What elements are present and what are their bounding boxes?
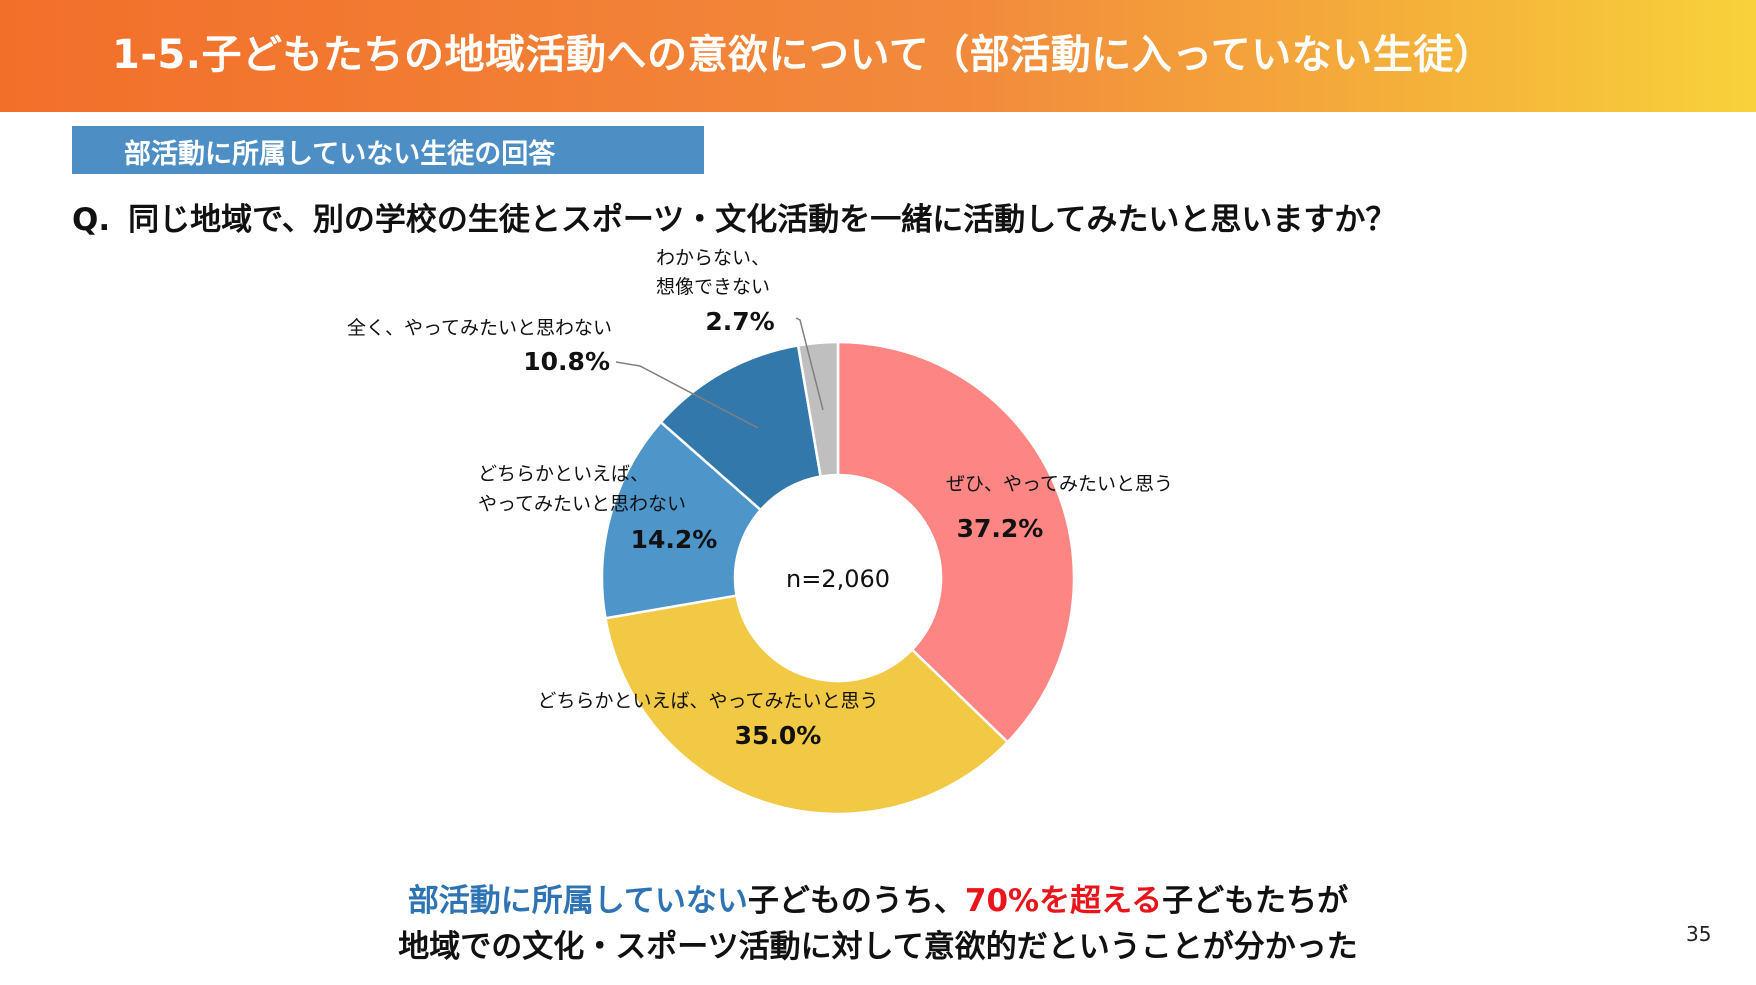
slice-label-4: 全く、やってみたいと思わない bbox=[347, 317, 612, 339]
slice-pct-3: 14.2% bbox=[631, 525, 718, 554]
conclusion-line-1: 部活動に所属していない子どものうち、70%を超える子どもたちが bbox=[0, 875, 1756, 920]
donut-chart: ぜひ、やってみたいと思う 37.2% どちらかといえば、やってみたいと思う 35.0%… bbox=[347, 247, 1173, 816]
donut-slice-2 bbox=[604, 594, 1010, 816]
slice-label-3: どちらかといえば、 bbox=[478, 463, 649, 485]
center-sample-size: n=2,060 bbox=[786, 565, 890, 593]
slice-pct-1: 37.2% bbox=[957, 514, 1044, 543]
donut-slice-5 bbox=[796, 340, 840, 478]
slice-pct-5: 2.7% bbox=[705, 307, 774, 336]
conclusion-text-mid: 子どものうち、 bbox=[747, 883, 965, 919]
page-number: 35 bbox=[1686, 922, 1712, 946]
section-label: 部活動に所属していない生徒の回答 bbox=[72, 126, 704, 174]
conclusion-line-2: 地域での文化・スポーツ活動に対して意欲的だということが分かった bbox=[398, 929, 1358, 965]
conclusion-highlight-red: 70%を超える bbox=[964, 883, 1163, 919]
slice-pct-2: 35.0% bbox=[735, 721, 822, 750]
header-bar: 1-5.子どもたちの地域活動への意欲について（部活動に入っていない生徒） bbox=[0, 0, 1756, 112]
slice-label-2: どちらかといえば、やってみたいと思う bbox=[537, 690, 878, 712]
slice-label-5: わからない、 bbox=[656, 247, 770, 269]
leader-line-2-7 bbox=[795, 317, 824, 411]
conclusion-text-end: 子どもたちが bbox=[1162, 883, 1349, 919]
donut-slice-3 bbox=[600, 420, 763, 620]
slice-label-3: やってみたいと思わない bbox=[478, 493, 686, 515]
page-title: 1-5.子どもたちの地域活動への意欲について（部活動に入っていない生徒） bbox=[112, 32, 1495, 78]
question: Q. 同じ地域で、別の学校の生徒とスポーツ・文化活動を一緒に活動してみたいと思いま… bbox=[72, 194, 1396, 239]
question-text: 同じ地域で、別の学校の生徒とスポーツ・文化活動を一緒に活動してみたいと思いますか… bbox=[128, 202, 1397, 238]
slice-label-1: ぜひ、やってみたいと思う bbox=[946, 473, 1173, 495]
section-label-text: 部活動に所属していない生徒の回答 bbox=[124, 139, 556, 170]
question-prefix: Q. bbox=[72, 202, 111, 238]
slice-pct-4: 10.8% bbox=[523, 347, 610, 376]
conclusion-highlight-blue: 部活動に所属していない bbox=[407, 883, 748, 919]
slice-label-5: 想像できない bbox=[656, 276, 770, 298]
leader-line-10-8 bbox=[615, 361, 759, 429]
donut-slice-1 bbox=[836, 340, 1076, 744]
